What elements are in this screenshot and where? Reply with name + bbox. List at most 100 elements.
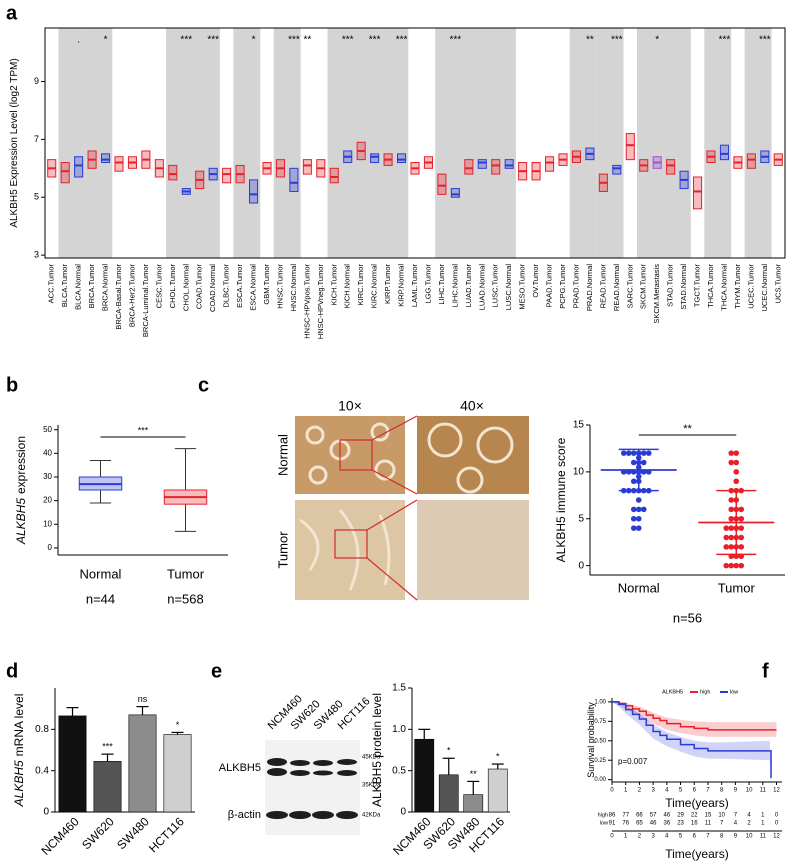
blot-marker: 35KDa xyxy=(362,783,381,789)
y-tick-label: 9 xyxy=(34,76,39,86)
pair-shade xyxy=(193,28,220,258)
x-tick-label: SW620 xyxy=(79,814,117,852)
zoom-box xyxy=(334,415,418,601)
point xyxy=(728,506,735,513)
risk-count: 23 xyxy=(677,821,684,827)
pair-shade xyxy=(663,28,691,258)
bar xyxy=(58,715,87,813)
x-tick-label: 7 xyxy=(706,788,710,794)
x-tick-label: SKCM.Metastasis xyxy=(652,264,661,324)
significance-label: *** xyxy=(611,35,623,46)
blot-background xyxy=(265,740,360,835)
y-tick-label: 1.00 xyxy=(594,699,606,705)
point xyxy=(723,525,730,531)
significance-label: *** xyxy=(180,35,192,46)
x-tick-label: LUSC.Normal xyxy=(504,264,513,311)
x-tick-label: Tumor xyxy=(167,566,205,581)
image-row-label: Normal xyxy=(275,434,290,476)
risk-count: 36 xyxy=(663,821,670,827)
x-tick-label: LAML.Tumor xyxy=(410,264,419,308)
risk-count: 7 xyxy=(734,813,738,819)
y-tick-label: 40 xyxy=(43,448,52,457)
x-tick-label: DLBC.Tumor xyxy=(222,264,231,308)
x-tick-label: 9 xyxy=(734,788,738,794)
point xyxy=(728,515,735,522)
point xyxy=(728,459,735,466)
legend-label: high xyxy=(700,689,710,695)
significance-label: ** xyxy=(683,423,692,435)
significance-label: *** xyxy=(759,35,771,46)
point xyxy=(630,506,637,513)
x-tick-label: PAAD.Tumor xyxy=(545,264,554,308)
risk-count: 0 xyxy=(775,813,779,819)
x-tick-label: 4 xyxy=(665,788,669,794)
significance-label: *** xyxy=(719,35,731,46)
point xyxy=(645,450,652,456)
point xyxy=(728,534,735,541)
x-tick-label: 6 xyxy=(693,788,697,794)
y-tick-label: 1.0 xyxy=(392,724,406,735)
point xyxy=(630,525,637,531)
x-tick-label: HNSC.Tumor xyxy=(275,264,284,309)
x-tick-label: GBM.Tumor xyxy=(262,264,271,305)
box xyxy=(491,159,501,175)
risk-x-tick-label: 7 xyxy=(706,834,710,840)
x-axis-label: Time(years) xyxy=(665,796,729,810)
panel-letter: e xyxy=(211,660,222,682)
x-tick-label: PRAD.Tumor xyxy=(571,263,580,308)
y-tick-label: 0.5 xyxy=(392,765,406,776)
risk-count: 57 xyxy=(650,813,657,819)
pair-shade xyxy=(596,28,624,258)
pair-shade xyxy=(327,28,355,258)
bar xyxy=(463,794,484,813)
significance-label: ** xyxy=(470,769,478,779)
significance-label: *** xyxy=(102,742,113,752)
y-tick-label: 0 xyxy=(43,807,49,818)
x-tick-label: 12 xyxy=(773,788,780,794)
box xyxy=(437,173,447,195)
y-axis-label: ALKBH5 expression xyxy=(14,436,28,545)
x-tick-label: THYM.Tumor xyxy=(733,264,742,309)
risk-count: 11 xyxy=(705,821,712,827)
x-tick-label: 0 xyxy=(610,788,614,794)
risk-x-tick-label: 4 xyxy=(665,834,669,840)
x-tick-label: LUSC.Tumor xyxy=(491,264,500,308)
point xyxy=(630,450,637,456)
y-tick-label: 0.75 xyxy=(594,719,606,725)
point xyxy=(630,478,637,485)
y-axis-label: Survival probability xyxy=(586,702,596,778)
box xyxy=(222,167,232,184)
point xyxy=(738,506,745,513)
risk-count: 46 xyxy=(650,821,657,827)
box xyxy=(464,159,474,175)
image-column-label: 40× xyxy=(460,398,484,414)
point xyxy=(733,478,740,485)
point xyxy=(733,469,740,475)
panel-letter: c xyxy=(198,374,209,396)
significance-label: *** xyxy=(288,35,300,46)
risk-x-tick-label: 12 xyxy=(773,834,780,840)
x-tick-label: LIHC.Tumor xyxy=(437,263,446,304)
risk-count: 4 xyxy=(747,813,751,819)
point xyxy=(630,459,637,466)
x-tick-label: 2 xyxy=(638,788,642,794)
point xyxy=(733,450,740,456)
blot-row-label: β-actin xyxy=(228,809,261,821)
box xyxy=(746,153,756,169)
y-tick-label: 0 xyxy=(578,560,584,571)
risk-x-tick-label: 3 xyxy=(651,834,655,840)
confidence-band xyxy=(612,701,772,780)
x-tick-label: HNSC-HPVpos.Tumor xyxy=(302,264,311,339)
pair-shade xyxy=(354,28,382,258)
x-tick-label: THCA.Tumor xyxy=(706,263,715,307)
box xyxy=(289,167,299,192)
x-tick-label: UCEC.Tumor xyxy=(746,264,755,309)
point xyxy=(625,450,632,456)
y-label-text: mRNA level xyxy=(12,694,26,757)
x-tick-label: KIRC.Normal xyxy=(370,264,379,309)
x-tick-label: MESO.Tumor xyxy=(518,263,527,309)
pair-shade xyxy=(489,28,516,258)
point xyxy=(738,544,745,550)
risk-x-tick-label: 5 xyxy=(679,834,683,840)
